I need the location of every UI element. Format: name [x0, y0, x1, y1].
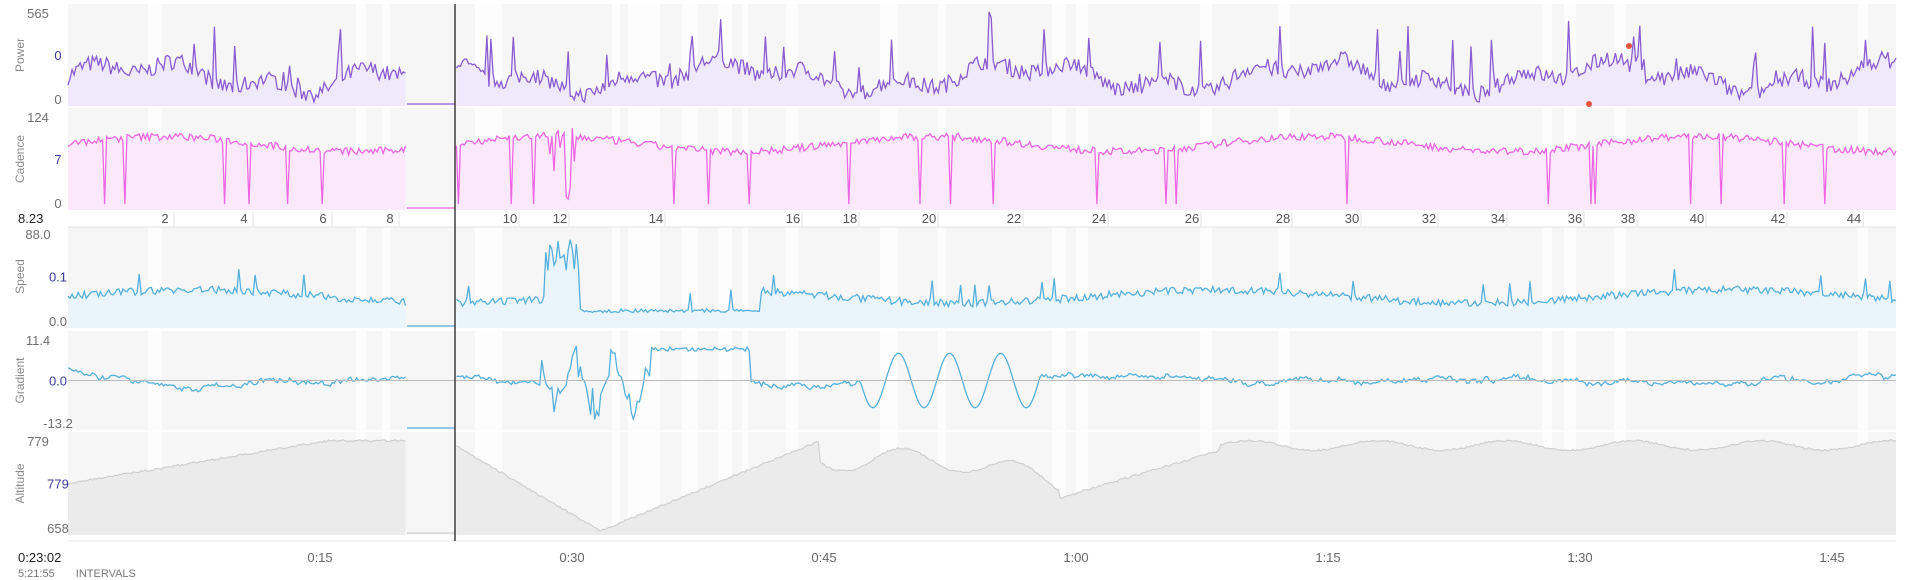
speed-bottom-label: 0.0: [49, 314, 67, 329]
time-tick-label: 1:30: [1567, 550, 1592, 565]
gradient-line: [67, 367, 406, 393]
gradient-title: Gradient: [13, 357, 27, 404]
distance-tick-label: 8: [386, 211, 393, 226]
time-tick-label: 1:15: [1315, 550, 1340, 565]
speed-top-label: 88.0: [25, 227, 50, 242]
altitude-bottom-label: 658: [47, 521, 69, 536]
distance-tick-label: 22: [1007, 211, 1021, 226]
interval-band[interactable]: [382, 225, 390, 541]
interval-band[interactable]: [356, 225, 366, 541]
altitude-mid-label: 779: [47, 477, 69, 492]
time-tick-label: 0:30: [559, 550, 584, 565]
distance-tick-label: 38: [1621, 211, 1635, 226]
altitude-area: [68, 439, 406, 535]
speed-area: [456, 239, 1896, 328]
cadence-top-label: 124: [27, 110, 49, 125]
gradient-bottom-label: -13.2: [43, 416, 73, 431]
footer-bar: 5:21:55 INTERVALS: [18, 568, 154, 580]
interval-band[interactable]: [612, 4, 620, 214]
peak-markers: [1586, 43, 1632, 107]
speed-mid-label: 0.1: [49, 270, 67, 285]
cadence-line: [67, 131, 407, 205]
altitude-panel: 779 779 658 Altitude: [13, 434, 1897, 536]
time-tick-label: 0:15: [307, 550, 332, 565]
metric-panels: 56500Power12470Cadence88.00.10.0Speed11.…: [13, 6, 1897, 536]
power-peak-marker: [1626, 43, 1632, 49]
time-tick-label: 1:00: [1063, 550, 1088, 565]
speed-line: [67, 269, 407, 306]
distance-tick-label: 4: [240, 211, 247, 226]
distance-strip: 8.23 2 4 6 8 10 12 14 16 18 20 22 24 26 28 30 32 34 36 38 4…: [0, 211, 1920, 228]
distance-tick-label: 26: [1185, 211, 1199, 226]
time-tick-label: 0:45: [811, 550, 836, 565]
distance-tick-label: 2: [161, 211, 168, 226]
cadence-panel: 124 7 0 Cadence: [13, 110, 1897, 211]
interval-band[interactable]: [1858, 225, 1868, 541]
interval-band[interactable]: [1542, 4, 1552, 214]
distance-tick-label: 14: [649, 211, 663, 226]
speed-title: Speed: [13, 259, 27, 294]
altitude-area: [456, 439, 1896, 535]
power-bottom-label: 0: [54, 92, 61, 107]
distance-tick-label: 24: [1092, 211, 1106, 226]
power-area: [68, 26, 406, 107]
power-title: Power: [13, 38, 27, 72]
interval-band[interactable]: [1858, 4, 1868, 214]
distance-tick-label: 6: [319, 211, 326, 226]
altitude-line: [456, 439, 1897, 532]
distance-tick-label: 42: [1771, 211, 1785, 226]
power-area: [456, 11, 1896, 106]
total-time: 5:21:55: [18, 568, 55, 580]
time-tick-label: 1:45: [1819, 550, 1844, 565]
altitude-title: Altitude: [13, 463, 27, 503]
distance-tick-label: 44: [1847, 211, 1861, 226]
speed-line: [456, 239, 1897, 314]
intervals-label[interactable]: INTERVALS: [75, 568, 136, 580]
distance-tick-label: 36: [1568, 211, 1582, 226]
distance-tick-label: 16: [786, 211, 800, 226]
cadence-bottom-label: 0: [54, 196, 61, 211]
interval-band[interactable]: [382, 4, 390, 214]
cadence-line: [455, 128, 1897, 205]
distance-tick-label: 32: [1422, 211, 1436, 226]
cadence-mid-label: 7: [54, 152, 61, 167]
altitude-top-label: 779: [27, 434, 49, 449]
power-top-label: 565: [27, 6, 49, 21]
altitude-line: [67, 439, 406, 485]
speed-area: [68, 269, 406, 328]
cadence-title: Cadence: [13, 135, 27, 183]
interval-band[interactable]: [682, 225, 698, 541]
distance-tick-label: 10: [503, 211, 517, 226]
cursor-time-label: 0:23:02: [18, 550, 61, 565]
gradient-line: [456, 345, 1897, 422]
power-line: [455, 11, 1897, 104]
gradient-panel: 11.4 0.0 -13.2 Gradient: [13, 333, 1897, 431]
power-low-marker: [1586, 101, 1592, 107]
time-axis: 0:23:02 0:15 0:30 0:45 1:00 1:15 1:30 1:45: [18, 540, 1896, 565]
interval-band[interactable]: [938, 4, 946, 214]
distance-left-value: 8.23: [18, 211, 43, 226]
power-mid-label: 0: [54, 48, 61, 63]
distance-tick-label: 18: [843, 211, 857, 226]
distance-tick-label: 28: [1276, 211, 1290, 226]
interval-band[interactable]: [612, 225, 620, 541]
power-panel: 565 0 0 Power: [13, 6, 1897, 107]
distance-tick-label: 12: [553, 211, 567, 226]
interval-band[interactable]: [718, 225, 732, 541]
distance-tick-label: 34: [1491, 211, 1505, 226]
interval-band[interactable]: [938, 225, 946, 541]
interval-band[interactable]: [742, 4, 748, 214]
gradient-top-label: 11.4: [26, 333, 50, 348]
distance-tick-label: 30: [1345, 211, 1359, 226]
distance-tick-label: 20: [922, 211, 936, 226]
speed-panel: 88.0 0.1 0.0 Speed: [13, 227, 1897, 329]
power-line: [67, 26, 406, 105]
gradient-mid-label: 0.0: [49, 374, 67, 389]
distance-tick-label: 40: [1690, 211, 1704, 226]
interval-band[interactable]: [356, 4, 366, 214]
interval-band[interactable]: [742, 225, 748, 541]
